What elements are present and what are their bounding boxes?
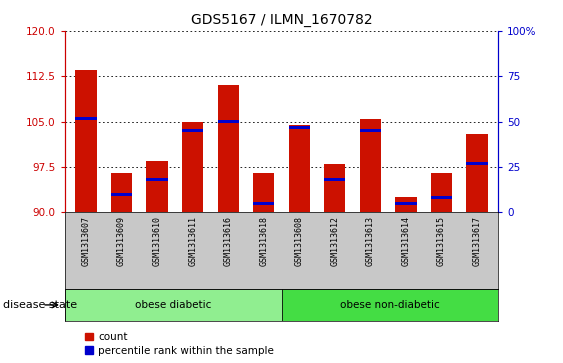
Text: GSM1313612: GSM1313612 xyxy=(330,216,339,266)
Bar xyxy=(75,117,97,120)
Bar xyxy=(182,129,203,132)
Bar xyxy=(289,126,310,129)
Bar xyxy=(146,161,168,212)
Bar xyxy=(65,289,282,321)
Text: GSM1313618: GSM1313618 xyxy=(259,216,268,266)
Bar xyxy=(395,202,417,205)
Text: GSM1313608: GSM1313608 xyxy=(295,216,304,266)
Bar xyxy=(466,162,488,166)
Bar xyxy=(360,129,381,132)
Bar xyxy=(182,122,203,212)
Bar xyxy=(395,197,417,212)
Bar xyxy=(253,173,274,212)
Text: GSM1313617: GSM1313617 xyxy=(472,216,481,266)
Bar xyxy=(324,164,346,212)
Text: obese non-diabetic: obese non-diabetic xyxy=(340,300,440,310)
Bar xyxy=(324,178,346,181)
Text: GSM1313616: GSM1313616 xyxy=(224,216,233,266)
Text: GSM1313614: GSM1313614 xyxy=(401,216,410,266)
Bar xyxy=(111,193,132,196)
Bar xyxy=(75,70,97,212)
Text: obese diabetic: obese diabetic xyxy=(135,300,211,310)
Legend: count, percentile rank within the sample: count, percentile rank within the sample xyxy=(81,328,278,360)
Text: disease state: disease state xyxy=(3,300,77,310)
Text: GSM1313615: GSM1313615 xyxy=(437,216,446,266)
Text: GSM1313611: GSM1313611 xyxy=(188,216,197,266)
Bar xyxy=(431,173,452,212)
Bar xyxy=(217,85,239,212)
Bar xyxy=(360,119,381,212)
Bar xyxy=(253,202,274,205)
Text: GSM1313613: GSM1313613 xyxy=(366,216,375,266)
Bar xyxy=(146,178,168,181)
Bar xyxy=(431,196,452,199)
Bar xyxy=(111,173,132,212)
Text: GSM1313609: GSM1313609 xyxy=(117,216,126,266)
Bar xyxy=(289,125,310,212)
Bar xyxy=(217,120,239,123)
Bar xyxy=(282,289,498,321)
Text: GSM1313610: GSM1313610 xyxy=(153,216,162,266)
Text: GDS5167 / ILMN_1670782: GDS5167 / ILMN_1670782 xyxy=(191,13,372,27)
Bar xyxy=(466,134,488,212)
Text: GSM1313607: GSM1313607 xyxy=(82,216,91,266)
